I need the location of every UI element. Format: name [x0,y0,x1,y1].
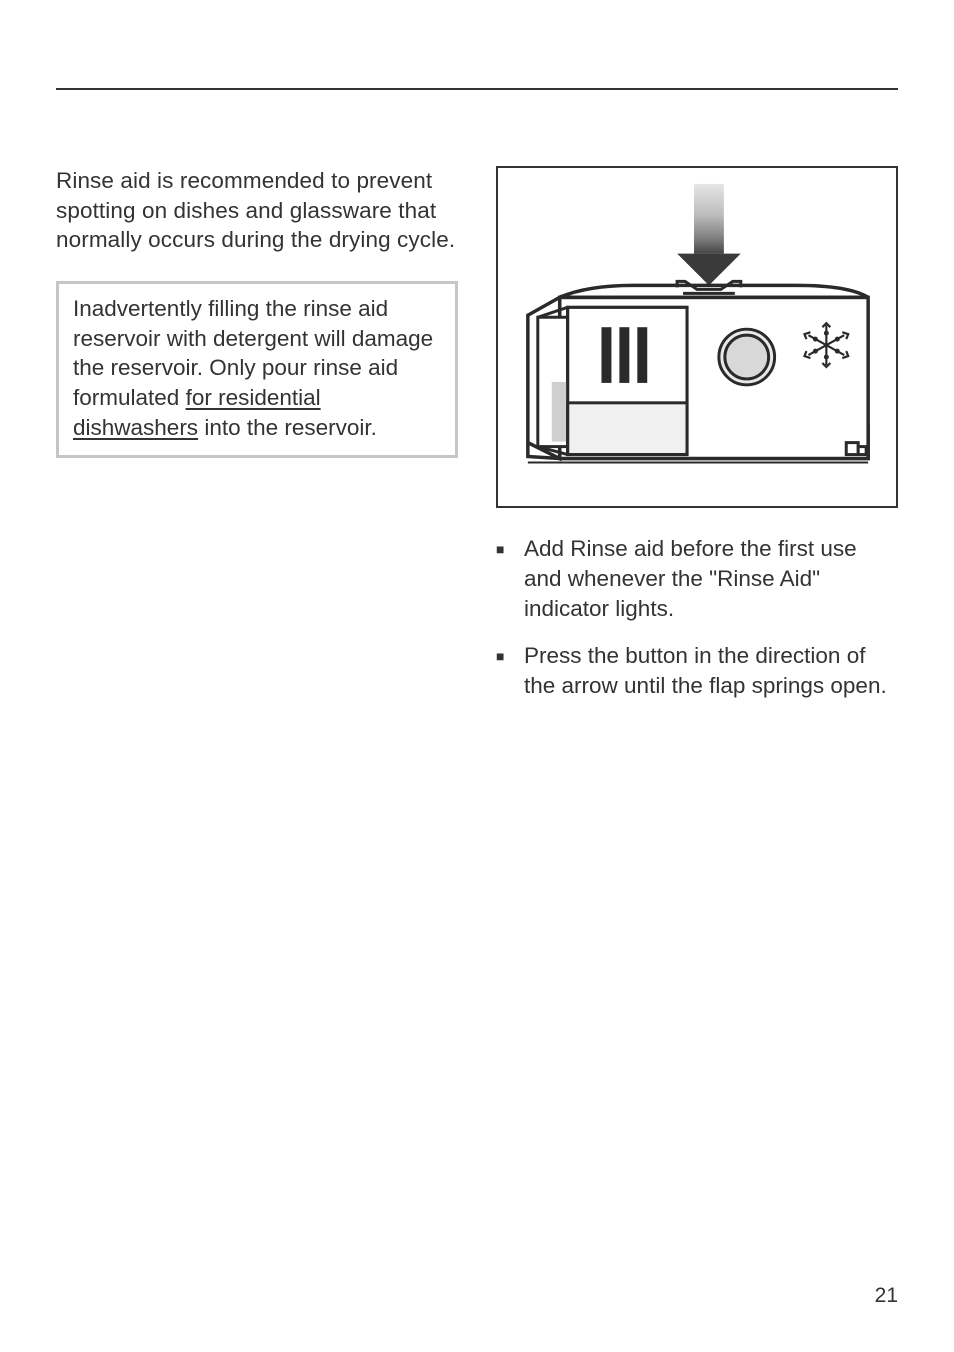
list-item: ■ Add Rinse aid before the first use and… [496,534,898,623]
bullet-text: Add Rinse aid before the first use and w… [524,534,898,623]
two-column-layout: Rinse aid is recommended to prevent spot… [56,166,898,719]
warning-text-post: into the reservoir. [198,415,377,440]
figure-frame [496,166,898,508]
list-item: ■ Press the button in the direction of t… [496,641,898,700]
left-column: Rinse aid is recommended to prevent spot… [56,166,458,719]
bullet-list: ■ Add Rinse aid before the first use and… [496,534,898,700]
warning-box: Inadvertently filling the rinse aid rese… [56,281,458,457]
bullet-square-icon: ■ [496,641,524,700]
bullet-square-icon: ■ [496,534,524,623]
right-column: ■ Add Rinse aid before the first use and… [496,166,898,719]
dispenser-diagram [498,168,896,506]
top-divider [56,88,898,90]
page-number: 21 [875,1284,898,1308]
bullet-text: Press the button in the direction of the… [524,641,898,700]
intro-paragraph: Rinse aid is recommended to prevent spot… [56,166,458,255]
